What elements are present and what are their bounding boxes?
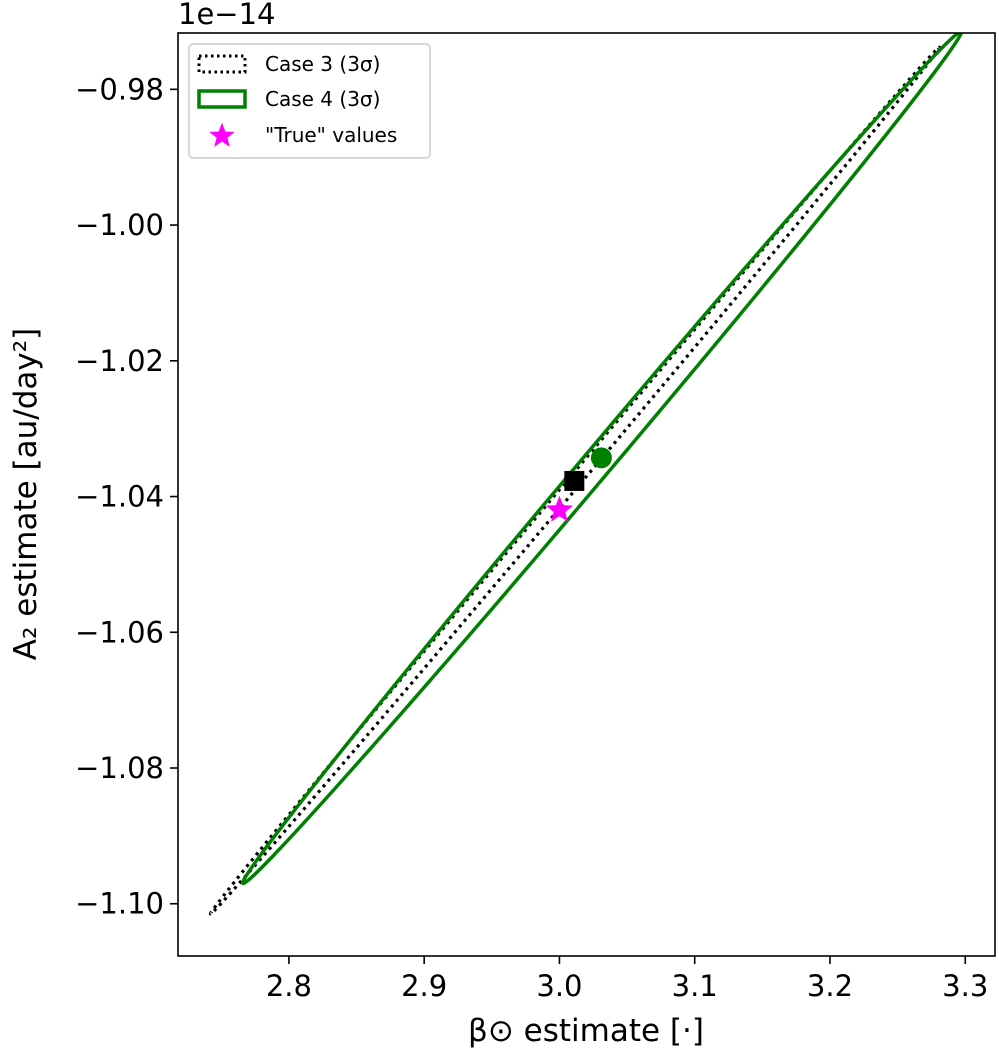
x-tick-label: 2.8 xyxy=(266,969,312,1003)
plot-background xyxy=(178,33,995,956)
y-axis: −1.10 −1.08 −1.06 −1.04 −1.02 −1.00 −0.98 xyxy=(75,72,178,921)
y-tick-label: −1.06 xyxy=(75,615,164,649)
y-tick-label: −1.10 xyxy=(75,887,164,921)
case3-ellipse xyxy=(208,45,942,916)
legend-star-marker xyxy=(209,122,235,147)
legend-label-case3: Case 3 (3σ) xyxy=(265,52,380,76)
legend-frame xyxy=(188,43,431,159)
y-axis-label: A₂ estimate [au/day²] xyxy=(8,328,44,660)
x-axis-label: β⊙ estimate [·] xyxy=(468,1013,704,1048)
case4-ellipse xyxy=(241,33,964,886)
legend-swatch-case3 xyxy=(197,54,247,74)
legend: Case 3 (3σ) Case 4 (3σ) "True" values xyxy=(188,43,431,159)
y-tick-label: −1.00 xyxy=(75,208,164,242)
x-axis: 2.8 2.9 3.0 3.1 3.2 3.3 xyxy=(266,956,988,1003)
case3-estimate-marker xyxy=(564,470,585,491)
x-tick-label: 3.3 xyxy=(942,969,988,1003)
series-layer xyxy=(208,33,964,916)
x-tick-label: 3.1 xyxy=(672,969,718,1003)
y-tick-label: −1.04 xyxy=(75,480,164,514)
y-offset-text: 1e−14 xyxy=(178,0,276,31)
legend-label-true: "True" values xyxy=(265,123,397,147)
y-tick-label: −0.98 xyxy=(75,72,164,106)
y-tick-label: −1.08 xyxy=(75,751,164,785)
legend-swatch-case4 xyxy=(197,89,247,109)
legend-label-case4: Case 4 (3σ) xyxy=(265,87,380,111)
case4-estimate-marker xyxy=(590,447,612,469)
x-tick-label: 3.2 xyxy=(807,969,853,1003)
x-tick-label: 2.9 xyxy=(401,969,447,1003)
plot-frame xyxy=(177,32,996,957)
x-tick-label: 3.0 xyxy=(536,969,582,1003)
y-tick-label: −1.02 xyxy=(75,344,164,378)
true-values-marker xyxy=(545,495,574,522)
